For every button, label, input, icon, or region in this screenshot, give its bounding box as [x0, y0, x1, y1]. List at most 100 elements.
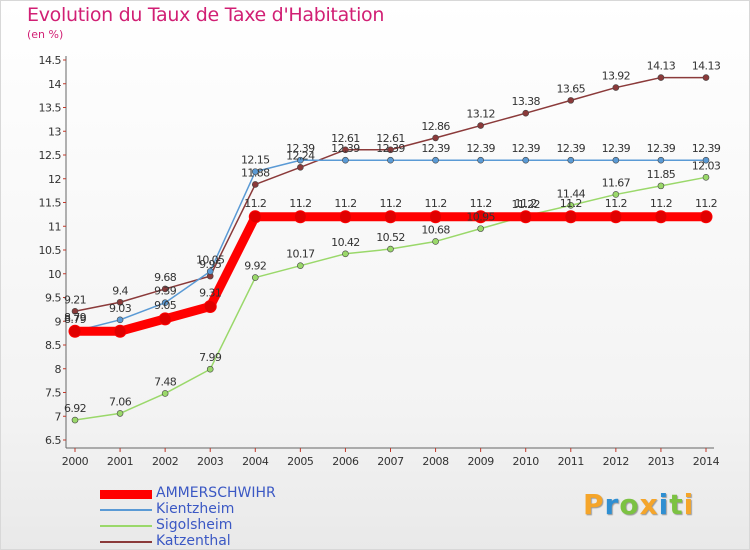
data-label-kientzheim: 12.15 — [241, 154, 270, 167]
data-label-katzenthal: 13.38 — [511, 95, 540, 108]
data-label-ammerschwihr: 11.2 — [650, 197, 672, 210]
data-label-ammerschwihr: 11.2 — [515, 197, 537, 210]
data-point-sigolsheim — [116, 410, 124, 417]
data-point-ammerschwihr — [113, 324, 127, 338]
data-point-kientzheim — [387, 156, 394, 164]
data-label-ammerschwihr: 11.2 — [334, 197, 356, 210]
y-tick-label: 14 — [48, 78, 61, 91]
data-label-kientzheim: 12.39 — [331, 142, 360, 155]
y-tick-label: 7 — [55, 410, 62, 423]
page-title: Evolution du Taux de Taxe d'Habitation — [27, 4, 385, 26]
x-tick-label: 2014 — [693, 455, 720, 468]
data-label-sigolsheim: 11.85 — [647, 168, 676, 181]
data-point-sigolsheim — [432, 238, 439, 245]
data-point-sigolsheim — [567, 202, 575, 209]
data-label-kientzheim: 12.39 — [466, 142, 495, 155]
data-label-ammerschwihr: 11.2 — [470, 197, 492, 210]
data-point-katzenthal — [342, 146, 349, 154]
y-tick-label: 13 — [48, 125, 61, 138]
data-point-katzenthal — [702, 74, 710, 81]
data-point-kientzheim — [702, 156, 710, 164]
data-label-sigolsheim: 10.68 — [421, 223, 450, 236]
data-point-ammerschwihr — [384, 210, 397, 224]
data-point-ammerschwihr — [654, 210, 668, 224]
data-label-katzenthal: 9.95 — [199, 258, 222, 271]
logo-letter: o — [619, 488, 640, 521]
data-label-sigolsheim: 10.95 — [466, 211, 495, 224]
data-label-katzenthal: 13.92 — [602, 70, 631, 83]
data-point-kientzheim — [251, 168, 259, 175]
proxiti-logo: Proxiti — [583, 488, 694, 521]
data-point-sigolsheim — [161, 390, 169, 397]
data-label-sigolsheim: 6.92 — [64, 402, 86, 415]
x-tick-label: 2008 — [422, 455, 449, 468]
data-point-katzenthal — [612, 84, 620, 91]
data-point-kientzheim — [206, 268, 214, 275]
data-point-ammerschwihr — [429, 210, 443, 224]
data-label-sigolsheim: 12.03 — [692, 159, 721, 172]
data-label-ammerschwihr: 8.79 — [64, 311, 87, 324]
x-tick-label: 2003 — [197, 455, 224, 468]
legend-swatch — [100, 525, 152, 527]
data-point-kientzheim — [522, 156, 530, 164]
x-tick-label: 2005 — [287, 455, 314, 468]
logo-letter: t — [669, 488, 684, 521]
y-tick-label: 8.5 — [45, 339, 61, 352]
data-point-sigolsheim — [477, 225, 484, 232]
data-label-katzenthal: 9.21 — [64, 293, 86, 306]
data-label-sigolsheim: 10.52 — [376, 231, 405, 244]
data-point-sigolsheim — [297, 262, 304, 269]
data-point-katzenthal — [251, 181, 259, 188]
data-point-katzenthal — [387, 146, 394, 154]
data-point-kientzheim — [116, 316, 124, 324]
data-label-kientzheim: 12.39 — [602, 142, 631, 155]
logo-letter: P — [583, 488, 605, 521]
data-label-katzenthal: 12.61 — [376, 132, 405, 145]
data-label-sigolsheim: 7.99 — [199, 351, 222, 364]
legend-label: Sigolsheim — [156, 517, 233, 533]
data-point-katzenthal — [477, 122, 484, 129]
data-label-kientzheim: 9.39 — [154, 285, 177, 298]
y-tick-label: 9.5 — [45, 292, 61, 305]
data-label-kientzheim: 12.39 — [557, 142, 586, 155]
legend-label: Katzenthal — [156, 533, 231, 549]
data-point-katzenthal — [657, 74, 665, 81]
y-tick-label: 9 — [55, 315, 62, 328]
data-point-katzenthal — [161, 285, 169, 293]
data-label-katzenthal: 12.61 — [331, 132, 360, 145]
data-point-kientzheim — [612, 156, 620, 164]
y-tick-label: 7.5 — [45, 387, 61, 400]
data-label-sigolsheim: 11.22 — [511, 198, 540, 211]
data-label-ammerschwihr: 11.2 — [560, 197, 582, 210]
x-tick-label: 2004 — [242, 455, 269, 468]
data-label-katzenthal: 9.68 — [154, 271, 177, 284]
data-point-sigolsheim — [702, 174, 710, 181]
data-point-sigolsheim — [206, 365, 214, 373]
data-point-kientzheim — [477, 156, 484, 164]
x-tick-label: 2007 — [377, 455, 404, 468]
data-point-kientzheim — [432, 156, 439, 164]
data-point-sigolsheim — [251, 274, 259, 281]
data-point-ammerschwihr — [338, 210, 352, 224]
y-tick-label: 14.5 — [39, 54, 62, 67]
y-tick-label: 8 — [55, 363, 62, 376]
logo-letter: x — [639, 488, 659, 521]
data-point-katzenthal — [116, 298, 124, 306]
data-point-kientzheim — [342, 156, 349, 164]
data-point-katzenthal — [522, 109, 530, 117]
legend-label: Kientzheim — [156, 501, 235, 517]
logo-letter: i — [683, 488, 695, 521]
data-point-sigolsheim — [342, 250, 349, 258]
y-tick-label: 10 — [48, 268, 61, 281]
data-label-ammerschwihr: 11.2 — [289, 197, 311, 210]
data-label-katzenthal: 13.65 — [557, 82, 586, 95]
data-label-kientzheim: 12.39 — [647, 142, 676, 155]
data-label-ammerschwihr: 11.2 — [244, 197, 266, 210]
y-tick-label: 6.5 — [45, 434, 61, 447]
data-point-ammerschwihr — [293, 210, 307, 224]
data-label-sigolsheim: 11.44 — [557, 187, 586, 200]
data-label-sigolsheim: 7.06 — [109, 395, 132, 408]
data-label-katzenthal: 14.13 — [647, 60, 676, 73]
data-point-kientzheim — [657, 156, 665, 164]
data-point-kientzheim — [161, 299, 169, 307]
